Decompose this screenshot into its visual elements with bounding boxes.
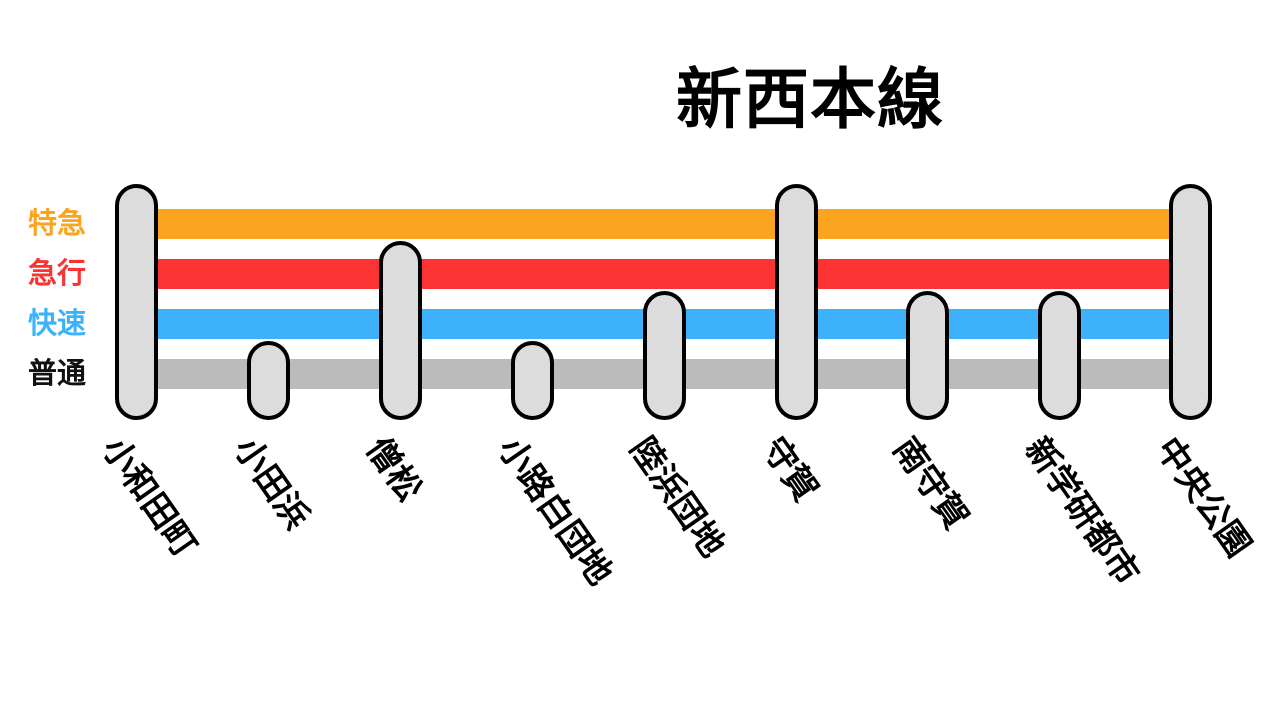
- station-marker-minamimoriga: [906, 291, 949, 420]
- service-label-kaisoku: 快速: [28, 308, 87, 340]
- station-marker-kojishirodanchi: [511, 341, 554, 420]
- service-label-tokkyu: 特急: [28, 208, 87, 240]
- station-marker-shingakkentoshi: [1038, 291, 1081, 420]
- station-label: 小田浜: [226, 430, 317, 537]
- station-label: 守賀: [754, 430, 825, 509]
- service-label-futsu: 普通: [28, 358, 87, 390]
- station-label: 小路白団地: [490, 430, 620, 592]
- station-marker-rikuhamadanchi: [643, 291, 686, 420]
- station-marker-kowadacho: [115, 184, 158, 420]
- station-marker-chuokoen: [1169, 184, 1212, 420]
- service-line-tokkyu: [136, 209, 1190, 239]
- station-label: 小和田町: [94, 430, 204, 565]
- station-label: 陸浜団地: [622, 430, 732, 565]
- station-label: 新学研都市: [1017, 430, 1147, 592]
- station-label: 中央公園: [1148, 430, 1258, 565]
- station-label: 南守賀: [885, 430, 976, 537]
- station-marker-somatsu: [379, 241, 422, 420]
- station-marker-odahama: [247, 341, 290, 420]
- service-label-kyuko: 急行: [28, 258, 87, 290]
- line-title: 新西本線: [676, 62, 944, 136]
- service-line-kyuko: [136, 259, 1190, 289]
- station-label: 僧松: [358, 430, 429, 509]
- station-marker-moriga: [775, 184, 818, 420]
